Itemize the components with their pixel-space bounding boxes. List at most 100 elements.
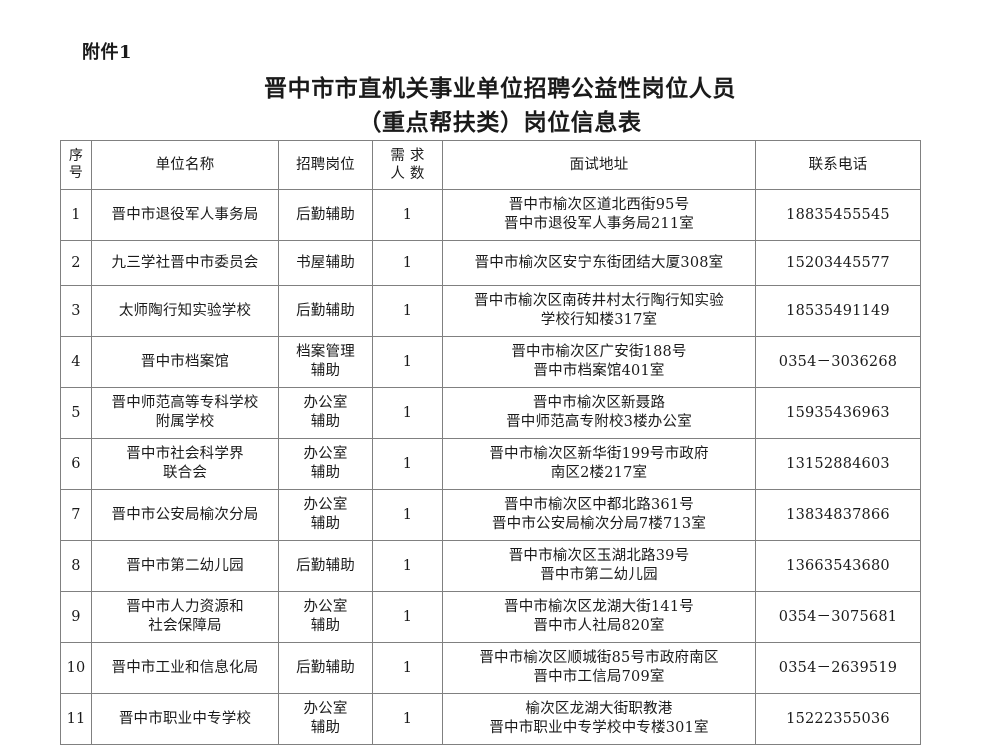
- cell-quantity: 1: [372, 438, 443, 490]
- table-row: 1 晋中市退役军人事务局 后勤辅助 1 晋中市榆次区道北西街95号 晋中市退役军…: [60, 189, 921, 241]
- cell-address-line-1: 晋中市榆次区广安街188号: [511, 344, 687, 360]
- cell-phone: 13663543680: [755, 540, 921, 592]
- document-title-line-2: （重点帮扶类）岗位信息表: [358, 109, 642, 136]
- cell-address-line-2: 晋中市工信局709室: [533, 669, 665, 685]
- cell-post: 办公室 辅助: [278, 489, 373, 541]
- cell-post: 办公室 辅助: [278, 387, 373, 439]
- cell-address-line-2: 晋中市退役军人事务局211室: [504, 216, 694, 232]
- cell-post-line-2: 辅助: [310, 363, 341, 379]
- cell-quantity: 1: [372, 240, 443, 286]
- cell-unit-name: 晋中市人力资源和 社会保障局: [91, 591, 279, 643]
- cell-address-line-1: 晋中市榆次区安宁东街团结大厦308室: [474, 254, 724, 271]
- cell-address-line-2: 晋中师范高专附校3楼办公室: [506, 414, 692, 430]
- cell-post-line-2: 辅助: [310, 516, 341, 532]
- cell-unit-name: 晋中市退役军人事务局: [91, 189, 279, 241]
- cell-quantity: 1: [372, 285, 443, 337]
- cell-unit-name-line-2: 附属学校: [155, 414, 215, 430]
- cell-post-line-1: 办公室: [303, 395, 348, 411]
- cell-unit-name: 晋中市社会科学界 联合会: [91, 438, 279, 490]
- cell-index: 5: [60, 387, 92, 439]
- cell-post: 办公室 辅助: [278, 438, 373, 490]
- column-header-index-line-2: 号: [68, 165, 84, 181]
- document-page: 附件1 晋中市市直机关事业单位招聘公益性岗位人员 （重点帮扶类）岗位信息表 序 …: [0, 42, 1000, 745]
- cell-post-line-1: 档案管理: [296, 344, 355, 360]
- cell-address-line-2: 晋中市职业中专学校中专楼301室: [489, 720, 709, 736]
- cell-index: 11: [60, 693, 92, 745]
- table-row: 11 晋中市职业中专学校 办公室 辅助 1 榆次区龙湖大街职教港 晋中市职业中专…: [60, 693, 921, 745]
- cell-phone: 0354－3075681: [755, 591, 921, 643]
- cell-index: 3: [60, 285, 92, 337]
- cell-unit-name: 晋中市工业和信息化局: [91, 642, 279, 694]
- cell-phone: 13834837866: [755, 489, 921, 541]
- cell-unit-name: 晋中师范高等专科学校 附属学校: [91, 387, 279, 439]
- cell-post-line-2: 辅助: [310, 618, 341, 634]
- cell-quantity: 1: [372, 693, 443, 745]
- cell-address-line-2: 晋中市第二幼儿园: [540, 567, 658, 583]
- cell-address-line-1: 晋中市榆次区中都北路361号: [504, 497, 694, 513]
- cell-address: 晋中市榆次区玉湖北路39号 晋中市第二幼儿园: [442, 540, 756, 592]
- cell-phone: 15935436963: [755, 387, 921, 439]
- cell-post-line-1: 办公室: [303, 599, 348, 615]
- cell-post: 后勤辅助: [278, 540, 373, 592]
- table-row: 6 晋中市社会科学界 联合会 办公室 辅助 1 晋中市榆次区新华街199号市政府…: [60, 438, 921, 490]
- cell-post-line-2: 辅助: [310, 414, 341, 430]
- column-header-index: 序 号: [60, 140, 92, 190]
- column-header-phone: 联系电话: [755, 140, 921, 190]
- cell-address: 晋中市榆次区安宁东街团结大厦308室: [442, 240, 756, 286]
- cell-post-line-2: 辅助: [310, 465, 341, 481]
- column-header-quantity-line-2: 人 数: [390, 166, 425, 182]
- job-information-table: 序 号 单位名称 招聘岗位 需 求 人 数 面试地址 联系电话 1 晋中市退: [60, 140, 921, 745]
- cell-address-line-2: 晋中市档案馆401室: [533, 363, 665, 379]
- cell-address-line-2: 南区2楼217室: [550, 465, 648, 481]
- cell-post-line-2: 辅助: [310, 720, 341, 736]
- cell-index: 8: [60, 540, 92, 592]
- cell-post-line-1: 办公室: [303, 446, 348, 462]
- cell-phone: 15203445577: [755, 240, 921, 286]
- table-header-row: 序 号 单位名称 招聘岗位 需 求 人 数 面试地址 联系电话: [60, 140, 921, 190]
- cell-quantity: 1: [372, 189, 443, 241]
- cell-address: 晋中市榆次区广安街188号 晋中市档案馆401室: [442, 336, 756, 388]
- table-row: 8 晋中市第二幼儿园 后勤辅助 1 晋中市榆次区玉湖北路39号 晋中市第二幼儿园…: [60, 540, 921, 592]
- cell-unit-name: 晋中市档案馆: [91, 336, 279, 388]
- cell-unit-name: 晋中市职业中专学校: [91, 693, 279, 745]
- cell-index: 2: [60, 240, 92, 286]
- cell-unit-name: 九三学社晋中市委员会: [91, 240, 279, 286]
- table-row: 10 晋中市工业和信息化局 后勤辅助 1 晋中市榆次区顺城街85号市政府南区 晋…: [60, 642, 921, 694]
- cell-address: 晋中市榆次区龙湖大街141号 晋中市人社局820室: [442, 591, 756, 643]
- cell-address: 晋中市榆次区道北西街95号 晋中市退役军人事务局211室: [442, 189, 756, 241]
- cell-post: 档案管理 辅助: [278, 336, 373, 388]
- cell-address-line-2: 晋中市公安局榆次分局7楼713室: [491, 516, 707, 532]
- cell-post: 后勤辅助: [278, 285, 373, 337]
- cell-address-line-1: 晋中市榆次区新聂路: [532, 395, 666, 411]
- cell-address-line-1: 晋中市榆次区顺城街85号市政府南区: [479, 650, 719, 666]
- cell-post: 后勤辅助: [278, 189, 373, 241]
- cell-unit-name-line-2: 社会保障局: [148, 618, 222, 634]
- cell-unit-name: 晋中市公安局榆次分局: [91, 489, 279, 541]
- cell-address-line-1: 晋中市榆次区龙湖大街141号: [504, 599, 694, 615]
- cell-quantity: 1: [372, 642, 443, 694]
- cell-address: 晋中市榆次区南砖井村太行陶行知实验 学校行知楼317室: [442, 285, 756, 337]
- table-row: 2 九三学社晋中市委员会 书屋辅助 1 晋中市榆次区安宁东街团结大厦308室 1…: [60, 240, 921, 286]
- cell-quantity: 1: [372, 336, 443, 388]
- cell-index: 4: [60, 336, 92, 388]
- job-information-table-container: 序 号 单位名称 招聘岗位 需 求 人 数 面试地址 联系电话 1 晋中市退: [60, 140, 921, 745]
- cell-unit-name: 太师陶行知实验学校: [91, 285, 279, 337]
- cell-address-line-1: 晋中市榆次区新华街199号市政府: [489, 446, 709, 462]
- document-title-line-1: 晋中市市直机关事业单位招聘公益性岗位人员: [264, 75, 736, 102]
- cell-phone: 18535491149: [755, 285, 921, 337]
- cell-quantity: 1: [372, 387, 443, 439]
- column-header-address: 面试地址: [442, 140, 756, 190]
- cell-index: 9: [60, 591, 92, 643]
- table-row: 7 晋中市公安局榆次分局 办公室 辅助 1 晋中市榆次区中都北路361号 晋中市…: [60, 489, 921, 541]
- cell-index: 7: [60, 489, 92, 541]
- cell-post: 办公室 辅助: [278, 591, 373, 643]
- cell-address: 晋中市榆次区中都北路361号 晋中市公安局榆次分局7楼713室: [442, 489, 756, 541]
- cell-unit-name-line-1: 晋中师范高等专科学校: [111, 395, 259, 411]
- cell-phone: 18835455545: [755, 189, 921, 241]
- cell-post: 书屋辅助: [278, 240, 373, 286]
- cell-phone: 13152884603: [755, 438, 921, 490]
- cell-address-line-2: 学校行知楼317室: [540, 312, 658, 328]
- cell-unit-name-line-1: 晋中市社会科学界: [126, 446, 244, 462]
- document-title: 晋中市市直机关事业单位招聘公益性岗位人员 （重点帮扶类）岗位信息表: [0, 72, 1000, 140]
- cell-post: 后勤辅助: [278, 642, 373, 694]
